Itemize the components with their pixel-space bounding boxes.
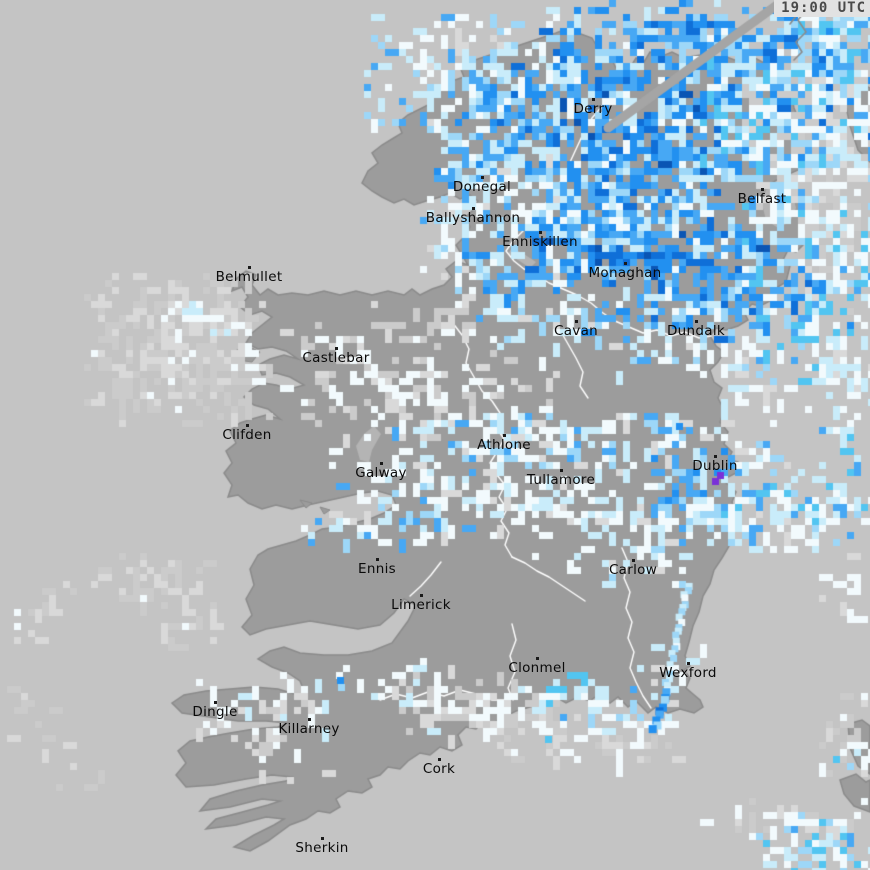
city-label-sherkin: Sherkin — [295, 840, 349, 856]
city-label-cork: Cork — [422, 761, 456, 777]
city-label-athlone: Athlone — [477, 437, 531, 453]
city-marker-dublin — [714, 455, 717, 458]
city-label-clonmel: Clonmel — [508, 660, 566, 676]
city-label-limerick: Limerick — [391, 597, 451, 613]
city-marker-wexford — [687, 662, 690, 665]
city-label-donegal: Donegal — [452, 179, 512, 195]
city-label-clifden: Clifden — [222, 427, 272, 443]
city-label-derry: Derry — [573, 101, 613, 117]
city-marker-ballyshannon — [472, 207, 475, 210]
city-label-wexford: Wexford — [659, 665, 717, 681]
city-label-belmullet: Belmullet — [215, 269, 283, 285]
city-label-monaghan: Monaghan — [588, 265, 662, 281]
city-marker-sherkin — [321, 837, 324, 840]
city-label-killarney: Killarney — [278, 721, 340, 737]
city-marker-ennis — [376, 558, 379, 561]
city-marker-donegal — [481, 176, 484, 179]
city-label-dundalk: Dundalk — [666, 323, 726, 339]
city-label-ballyshannon: Ballyshannon — [425, 210, 521, 226]
city-marker-cork — [438, 758, 441, 761]
city-label-galway: Galway — [355, 465, 407, 481]
city-label-tullamore: Tullamore — [526, 472, 596, 488]
city-marker-belmullet — [248, 266, 251, 269]
city-label-belfast: Belfast — [737, 191, 787, 207]
city-marker-athlone — [503, 434, 506, 437]
city-label-ennis: Ennis — [358, 561, 396, 577]
city-marker-castlebar — [335, 347, 338, 350]
city-marker-dundalk — [695, 320, 698, 323]
city-label-castlebar: Castlebar — [302, 350, 370, 366]
city-label-dingle: Dingle — [192, 704, 238, 720]
timestamp-badge: 19:00 UTC — [774, 0, 870, 17]
city-label-dublin: Dublin — [692, 458, 738, 474]
city-marker-monaghan — [624, 262, 627, 265]
city-marker-dingle — [214, 701, 217, 704]
city-marker-clifden — [246, 424, 249, 427]
city-marker-clonmel — [536, 657, 539, 660]
city-marker-cavan — [575, 320, 578, 323]
city-marker-galway — [380, 462, 383, 465]
city-marker-belfast — [761, 188, 764, 191]
city-label-carlow: Carlow — [608, 562, 658, 578]
city-label-enniskillen: Enniskillen — [502, 234, 578, 250]
city-marker-limerick — [420, 594, 423, 597]
city-marker-derry — [592, 98, 595, 101]
city-marker-killarney — [308, 718, 311, 721]
city-label-cavan: Cavan — [553, 323, 599, 339]
city-marker-enniskillen — [539, 231, 542, 234]
city-marker-tullamore — [560, 469, 563, 472]
city-marker-carlow — [632, 559, 635, 562]
